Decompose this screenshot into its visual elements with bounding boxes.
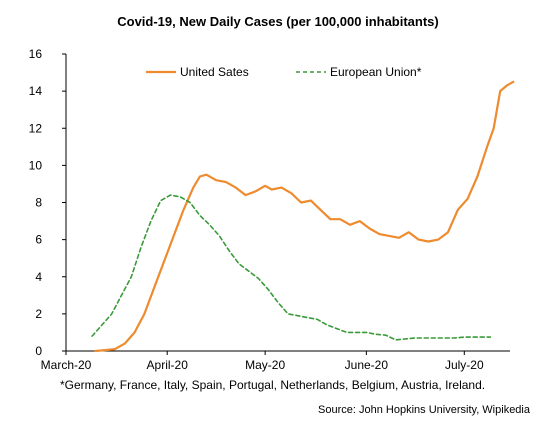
chart-footnote: *Germany, France, Italy, Spain, Portugal… [60, 378, 486, 392]
y-tick-label: 6 [35, 233, 42, 247]
chart-source: Source: John Hopkins University, Wipiked… [318, 404, 530, 416]
y-tick-label: 0 [35, 344, 42, 358]
y-tick-label: 16 [29, 47, 43, 61]
y-tick-label: 14 [29, 84, 43, 98]
series-line-eu [91, 194, 492, 341]
x-tick-label: April-20 [147, 358, 189, 372]
y-tick-label: 10 [29, 158, 43, 172]
chart-title: Covid-19, New Daily Cases (per 100,000 i… [117, 14, 439, 29]
x-tick-label: March-20 [41, 358, 92, 372]
legend-label-eu: European Union* [330, 65, 422, 79]
y-tick-label: 8 [35, 196, 42, 210]
x-tick-label: July-20 [445, 358, 484, 372]
y-tick-label: 4 [35, 270, 42, 284]
legend-label-us: United Sates [180, 65, 249, 79]
x-tick-label: May-20 [245, 358, 285, 372]
y-tick-label: 12 [29, 121, 43, 135]
x-tick-label: June-20 [345, 358, 389, 372]
series-line-us [94, 80, 515, 353]
y-tick-label: 2 [35, 307, 42, 321]
